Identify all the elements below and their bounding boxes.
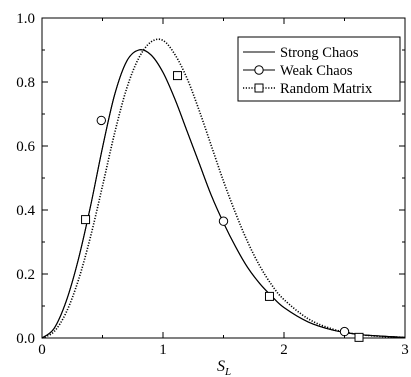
axis-tick-labels: 0 1 2 3 0.0 0.2 0.4 0.6 0.8 1.0 [16,11,409,358]
legend-marker-random-matrix [254,83,264,93]
y-tick-label: 0.8 [16,75,35,91]
y-tick-label: 1.0 [16,11,35,27]
marker-square-random-matrix [173,71,183,81]
x-tick-label: 2 [280,342,288,358]
x-tick-label: 1 [159,342,167,358]
marker-circle-weak-chaos [218,216,229,226]
legend-label-random-matrix: Random Matrix [280,81,373,97]
legend-marker-weak-chaos [254,65,264,75]
y-tick-label: 0.0 [16,331,35,347]
series-markers [81,71,364,342]
x-tick-label: 0 [38,342,46,358]
series-lines [41,38,406,339]
marker-circle-weak-chaos [339,326,350,337]
legend: Strong Chaos Weak Chaos Random Matrix [237,36,401,102]
x-axis-label: SL [217,358,231,377]
marker-square-random-matrix [354,332,364,342]
y-tick-label: 0.4 [16,203,35,219]
marker-circle-weak-chaos [96,115,106,126]
legend-label-weak-chaos: Weak Chaos [280,63,353,79]
series-line-weak-chaos [41,49,406,339]
axis-ticks [41,17,406,339]
y-tick-label: 0.2 [16,267,35,283]
x-tick-label: 3 [401,342,409,358]
legend-label-strong-chaos: Strong Chaos [280,45,359,61]
legend-box [237,36,401,102]
y-tick-label: 0.6 [16,139,35,155]
marker-square-random-matrix [264,291,274,301]
marker-square-random-matrix [81,215,91,225]
